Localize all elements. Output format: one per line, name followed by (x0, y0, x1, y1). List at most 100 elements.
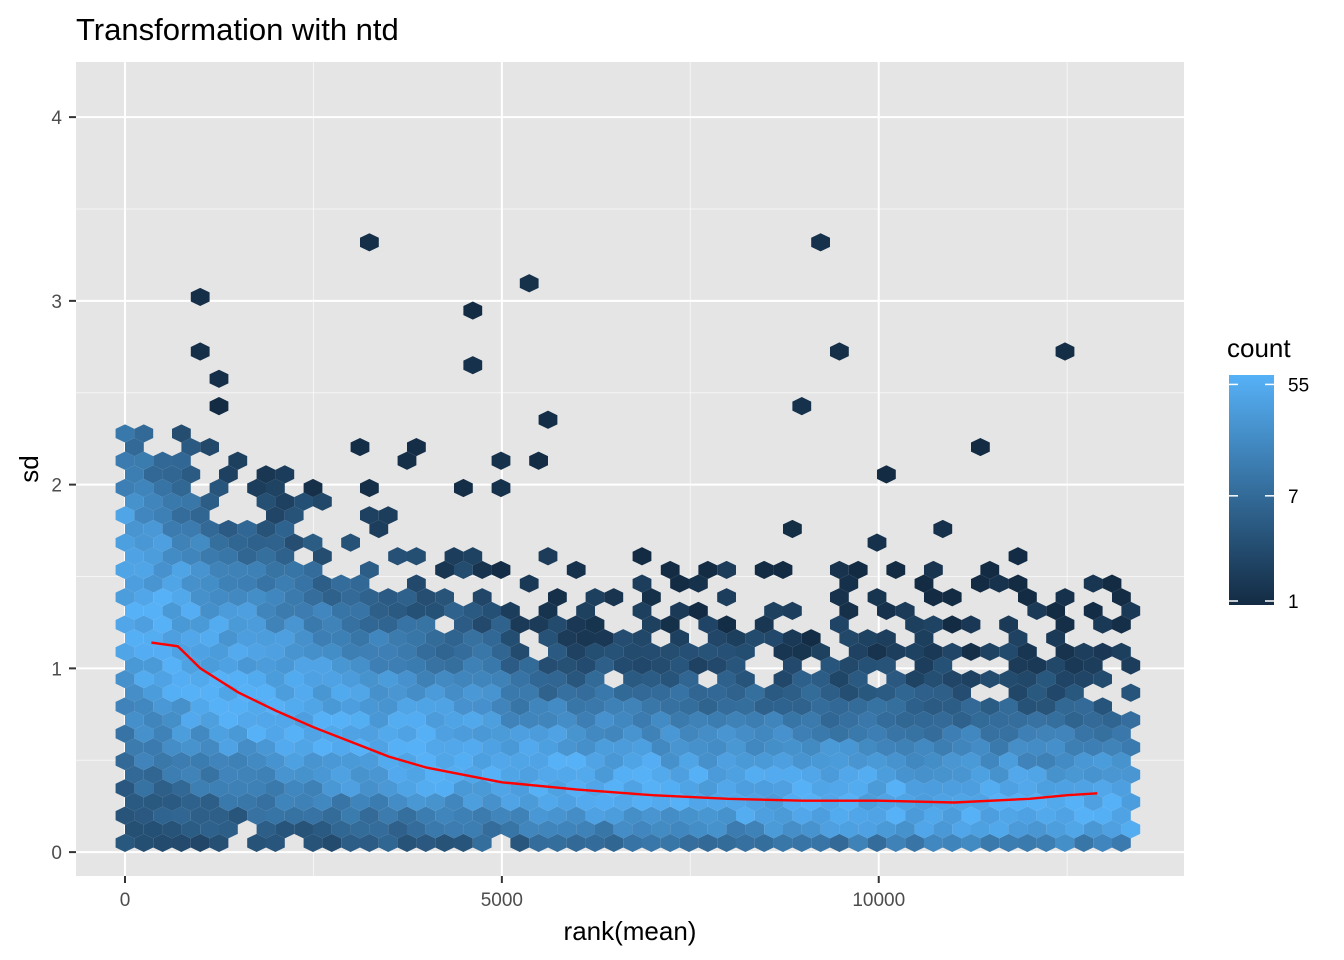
hexbin-cell (453, 833, 473, 853)
hexbin-cell (923, 588, 943, 607)
x-tick-label: 5000 (481, 890, 523, 911)
hexbin-cell (707, 738, 727, 757)
hexbin-cell (500, 820, 520, 839)
hexbin-cell (529, 806, 548, 825)
hexbin-cell (764, 820, 783, 839)
hexbin-cell (594, 820, 614, 839)
hexbin-cell (914, 820, 934, 839)
hexbin-cell (444, 820, 464, 839)
hexbin-cell (190, 533, 210, 552)
hexbin-cell (773, 779, 793, 798)
hexbin-cell (444, 683, 464, 702)
hexbin-cell (265, 833, 285, 853)
hexbin-cell (359, 478, 379, 498)
hexbin-cell (1017, 697, 1037, 716)
hexbin-cell (613, 656, 633, 675)
hexbin-cell (228, 588, 248, 607)
hexbin-cell (124, 519, 144, 539)
hexbin-cell (1102, 710, 1122, 730)
hexbin-cell (472, 751, 492, 771)
hexbin-cell (171, 779, 191, 798)
hexbin-cell (1008, 820, 1028, 839)
hexbin-cell (876, 820, 896, 839)
hexbin-cell (406, 820, 426, 839)
hexbin-cell (1064, 765, 1084, 784)
hexbin-cell (350, 710, 370, 730)
hexbin-cell (1111, 615, 1131, 634)
hexbin-cell (491, 642, 511, 661)
hexbin-cell (811, 724, 830, 743)
hexbin-cell (1102, 820, 1122, 839)
hexbin-cell (735, 670, 755, 689)
hexbin-cell (914, 574, 934, 593)
hexbin-cell (1055, 779, 1075, 798)
hexbin-cell (275, 519, 295, 539)
hexbin-cell (519, 274, 539, 293)
hexbin-cell (829, 751, 849, 771)
hexbin-cell (482, 820, 501, 839)
hexbin-cell (378, 615, 398, 634)
hexbin-cell (425, 820, 445, 839)
hexbin-cell (369, 601, 389, 620)
y-axis: 0 1 2 3 4 (51, 108, 76, 864)
hexbin-cell (811, 751, 830, 771)
hexbin-cell (115, 588, 135, 607)
hexbin-cell (895, 820, 915, 839)
x-tick-label: 0 (120, 890, 131, 911)
hexbin-cell (303, 478, 323, 498)
hexbin-cell (604, 588, 624, 607)
legend-tick-label: 1 (1288, 592, 1299, 613)
hexbin-cell (397, 615, 417, 634)
hexbin-cell (247, 697, 266, 716)
hexbin-cell (529, 751, 548, 771)
hexbin-cell (181, 574, 201, 593)
hexbin-cell (331, 683, 351, 702)
hexbin-cell (670, 601, 689, 620)
hexbin-cell (782, 683, 802, 702)
hexbin-cell (256, 765, 276, 784)
hexbin-cell (905, 670, 924, 689)
hexbin-cell (538, 738, 558, 757)
hexbin-cell (632, 629, 652, 648)
hexbin-cell (200, 792, 219, 812)
hexbin-cell (406, 601, 426, 620)
hexbin-cell (378, 779, 398, 798)
hexbin-cell (143, 683, 163, 702)
hexbin-cell (200, 519, 219, 539)
hexbin-cell (698, 615, 718, 634)
hexbin-cell (1046, 710, 1065, 730)
hexbin-cell (773, 751, 793, 771)
hexbin-cell (1083, 601, 1103, 620)
hexbin-cell (218, 738, 238, 757)
hexbin-cell (623, 670, 642, 689)
hexbin-cell (933, 710, 953, 730)
hexbin-cell (1083, 656, 1103, 675)
hexbin-cell (500, 656, 520, 675)
hexbin-cell (265, 588, 285, 607)
hexbin-cell (247, 478, 266, 498)
hexbin-cell (754, 724, 774, 743)
hexbin-cell (341, 751, 360, 771)
hexbin-cell (651, 710, 671, 730)
hexbin-cell (256, 492, 276, 511)
y-tick-label: 2 (51, 476, 62, 497)
hexbin-cell (369, 710, 389, 730)
hexbin-cell (134, 642, 154, 661)
hexbin-cell (1027, 683, 1047, 702)
hexbin-cell (980, 724, 1000, 743)
hexbin-cell (1036, 751, 1056, 771)
hexbin-cell (294, 601, 313, 620)
hexbin-cell (247, 670, 266, 689)
hexbin-cell (1017, 779, 1037, 798)
hexbin-cell (1111, 724, 1131, 743)
hexbin-cell (933, 656, 953, 675)
hexbin-cell (134, 451, 154, 470)
hexbin-cell (153, 751, 172, 771)
hexbin-cell (209, 560, 229, 580)
x-tick-label: 10000 (852, 890, 905, 911)
hexbin-cell (632, 710, 652, 730)
hexbin-cell (209, 697, 229, 716)
hexbin-cell (190, 615, 210, 634)
hexbin-cell (754, 751, 774, 771)
